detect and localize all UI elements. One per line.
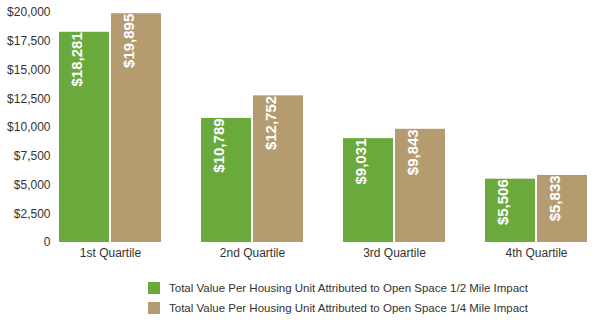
svg-text:4th Quartile: 4th Quartile: [505, 246, 567, 260]
svg-text:$12,500: $12,500: [7, 92, 51, 106]
svg-text:$5,000: $5,000: [14, 178, 51, 192]
svg-text:$2,500: $2,500: [14, 207, 51, 221]
svg-text:$20,000: $20,000: [7, 5, 51, 19]
svg-text:$19,895: $19,895: [120, 14, 137, 68]
svg-text:$9,843: $9,843: [404, 129, 421, 175]
svg-text:$17,500: $17,500: [7, 34, 51, 48]
svg-text:0: 0: [44, 235, 51, 249]
svg-text:$18,281: $18,281: [68, 32, 85, 86]
svg-text:$10,789: $10,789: [210, 118, 227, 172]
svg-text:$10,000: $10,000: [7, 120, 51, 134]
svg-text:2nd Quartile: 2nd Quartile: [220, 246, 286, 260]
svg-text:$5,506: $5,506: [494, 179, 511, 225]
svg-text:$12,752: $12,752: [262, 96, 279, 150]
svg-text:$7,500: $7,500: [14, 149, 51, 163]
html-text:Total Value Per Housing Unit A: Total Value Per Housing Unit Attributed …: [169, 282, 528, 294]
html-text:Total Value Per Housing Unit A: Total Value Per Housing Unit Attributed …: [169, 302, 528, 314]
svg-text:$9,031: $9,031: [352, 139, 369, 185]
svg-text:1st Quartile: 1st Quartile: [80, 246, 142, 260]
svg-text:$5,833: $5,833: [546, 175, 563, 221]
svg-text:3rd Quartile: 3rd Quartile: [363, 246, 426, 260]
svg-text:$15,000: $15,000: [7, 63, 51, 77]
